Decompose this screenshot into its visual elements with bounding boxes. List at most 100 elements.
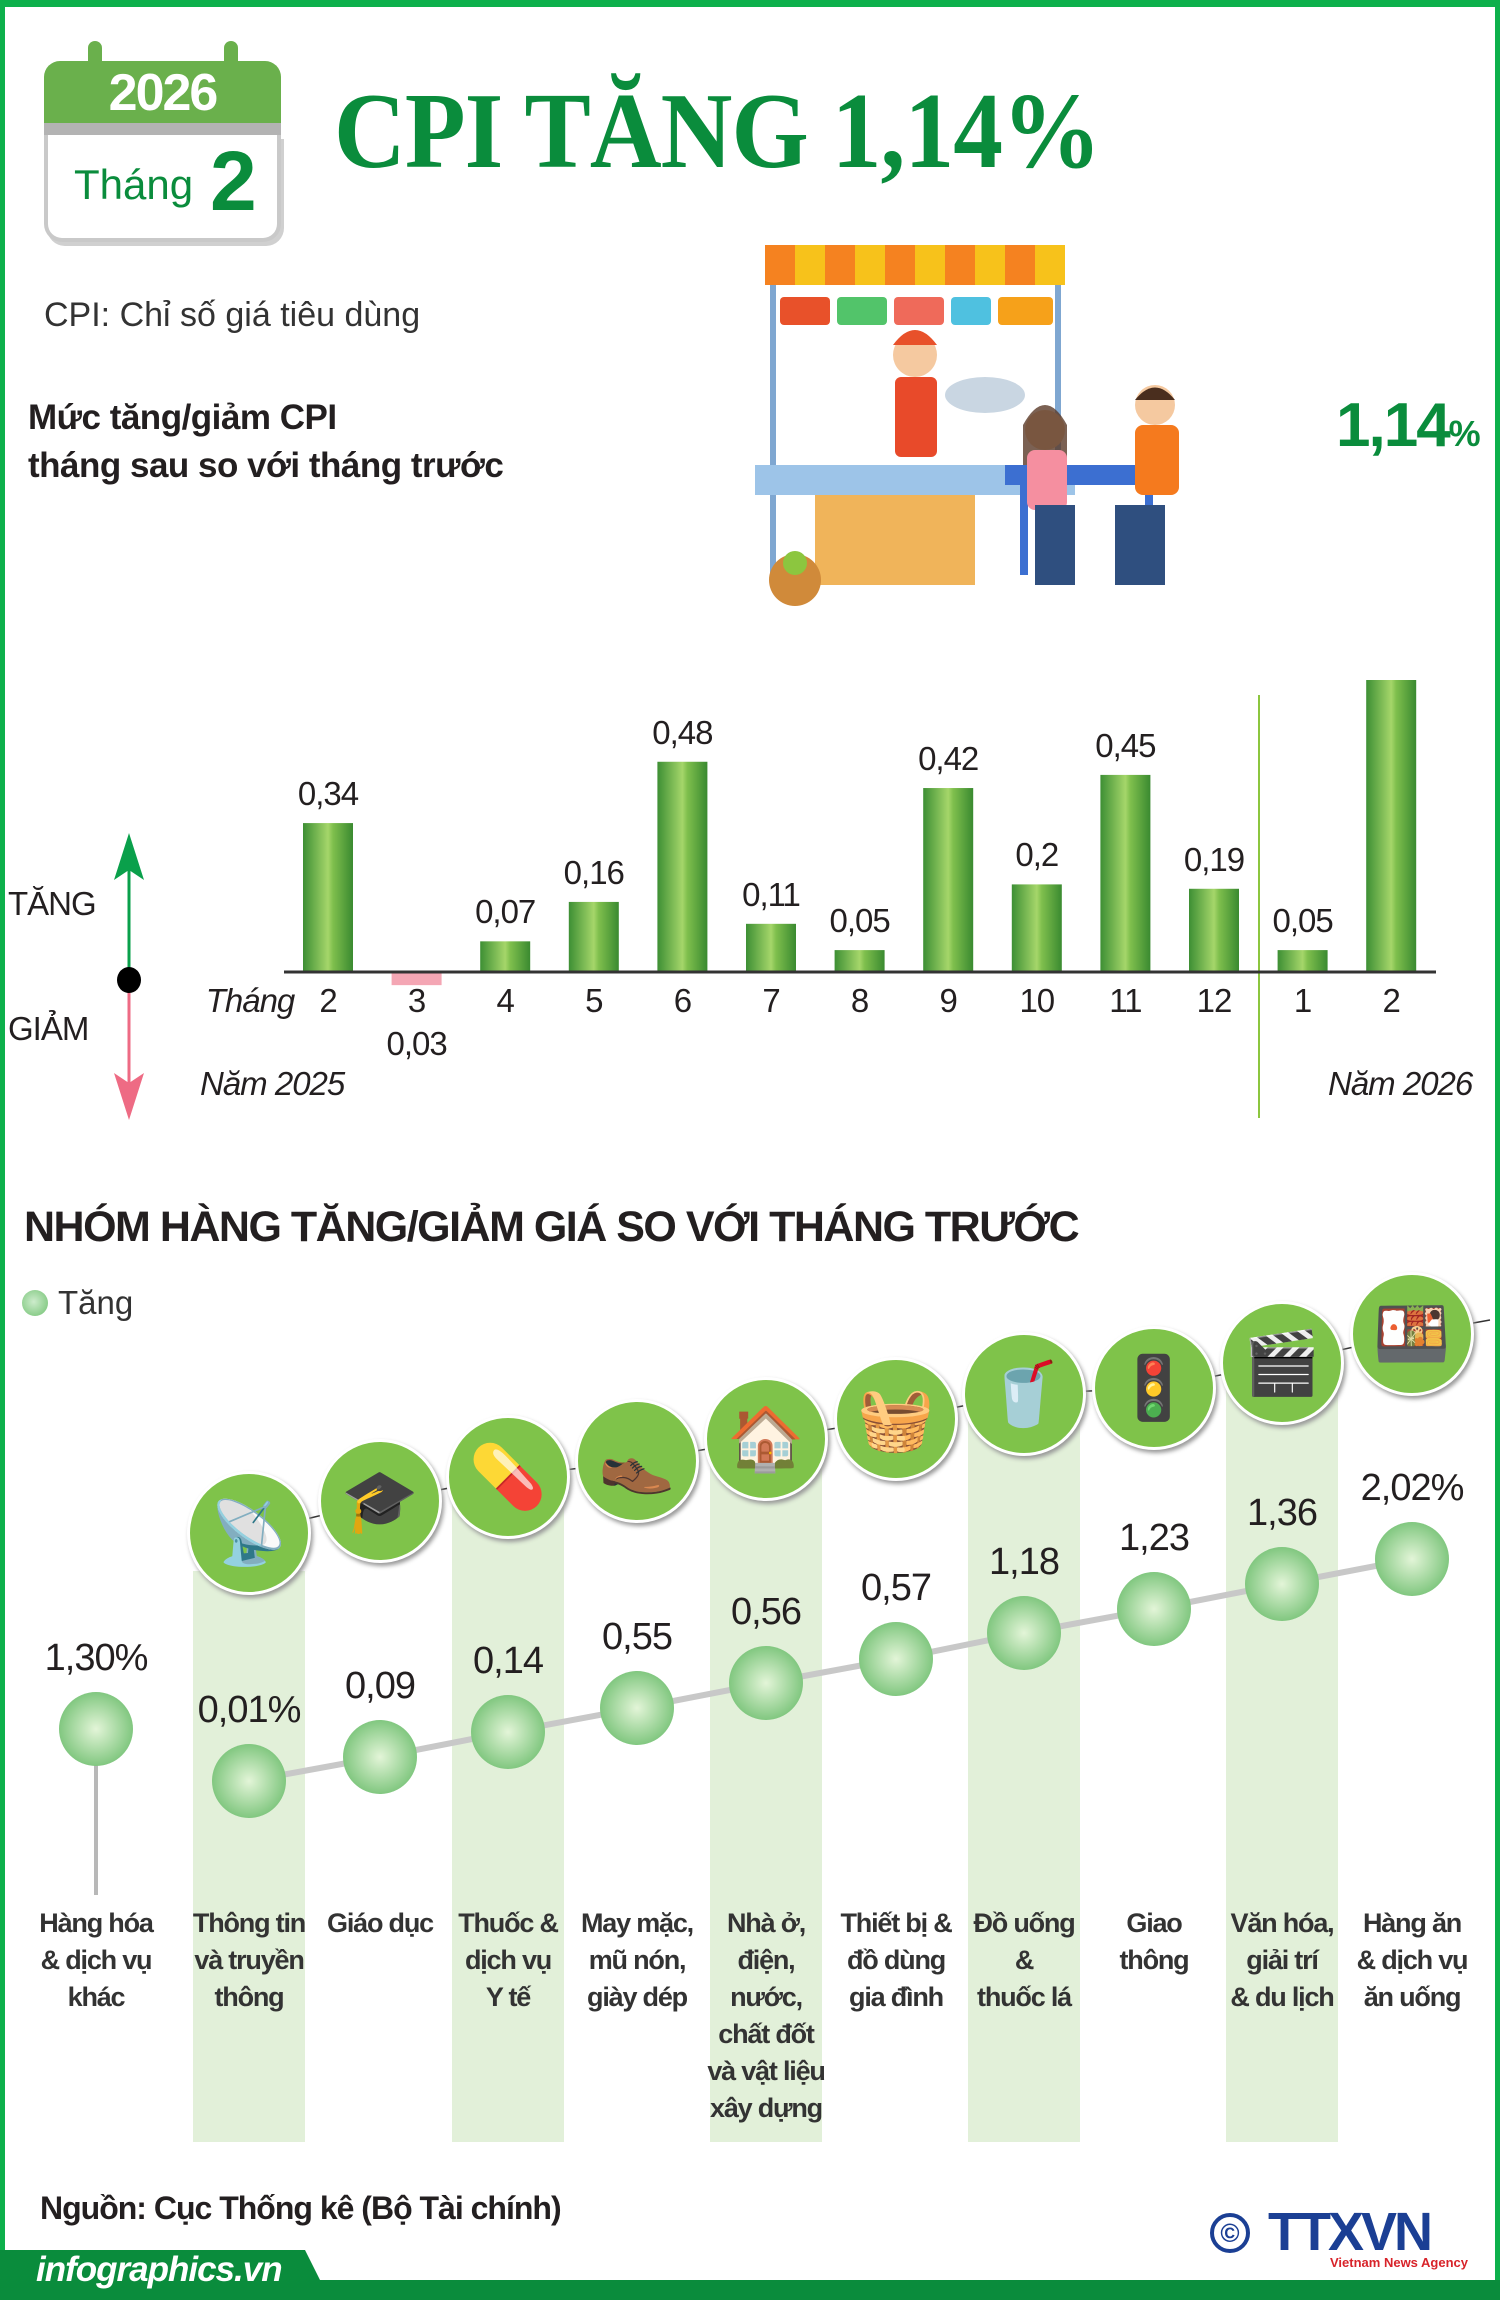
category-label-line: & dịch vụ — [40, 1945, 153, 1975]
category-label-line: đồ dùng — [846, 1945, 946, 1975]
source-note: Nguồn: Cục Thống kê (Bộ Tài chính) — [40, 2190, 562, 2226]
month-tick-label: 3 — [407, 982, 426, 1019]
cpi-definition: CPI: Chỉ số giá tiêu dùng — [44, 296, 421, 334]
category-label: May mặc, mũ nón, giày dép — [574, 1905, 700, 2016]
bar-value-label: 0,07 — [475, 893, 536, 931]
category-label-line: mũ nón, — [588, 1945, 687, 1975]
value-label: 1,18 — [989, 1541, 1060, 1583]
drink-cigarettes-icon: 🥤 — [962, 1332, 1086, 1456]
bar-value-label: 0,34 — [297, 775, 359, 813]
calendar-divider — [44, 123, 281, 135]
value-dot — [859, 1622, 933, 1696]
value-dot — [987, 1596, 1061, 1670]
up-label: TĂNG — [8, 885, 97, 922]
bar-value-label: 0,05 — [1272, 902, 1333, 940]
category-label-line: & — [1014, 1945, 1035, 1975]
calendar-badge: 2026 Tháng 2 — [44, 41, 281, 242]
category-label-line: Hàng hóa — [39, 1908, 154, 1938]
month-tick-label: 9 — [939, 982, 958, 1019]
value-trend-line — [248, 1556, 1413, 1784]
value-dot — [1375, 1522, 1449, 1596]
bar-2025-3 — [391, 972, 442, 986]
bar-value-label: 0,2 — [1015, 836, 1059, 874]
category-label-line: ăn uống — [1363, 1982, 1462, 2012]
month-prefix-label: Tháng — [205, 982, 296, 1019]
category-label-line: xây dựng — [710, 2093, 823, 2123]
radio-tower-icon: 📡 — [187, 1471, 311, 1595]
value-label: 0,55 — [602, 1616, 673, 1658]
value-label: 0,01% — [197, 1689, 302, 1731]
food-plate-icon: 🍱 — [1350, 1272, 1474, 1396]
value-dot — [600, 1671, 674, 1745]
category-label-line: giải trí — [1246, 1945, 1319, 1975]
category-label: Đồ uống & thuốc lá — [961, 1905, 1087, 2016]
month-tick-label: 10 — [1019, 982, 1055, 1019]
category-label-line: Đồ uống — [973, 1908, 1075, 1938]
category-label-line: May mặc, — [581, 1908, 694, 1938]
value-label: 1,36 — [1247, 1492, 1318, 1534]
category-label-line: thông — [214, 1982, 285, 2012]
footer-band — [0, 2280, 1500, 2300]
site-link[interactable]: infographics.vn — [36, 2250, 283, 2289]
category-label-line: Thông tin — [192, 1908, 306, 1938]
year-2026-label: Năm 2026 — [1328, 1065, 1473, 1102]
category-label: Nhà ở, điện, nước, chất đốt và vật liệu xây d… — [703, 1905, 829, 2127]
category-label-line: Thuốc & — [458, 1908, 559, 1938]
value-label: 2,02% — [1360, 1467, 1465, 1509]
category-label: Thuốc & dịch vụ Y tế — [445, 1905, 571, 2016]
bar-value-label: 0,05 — [829, 902, 890, 940]
footer-tab — [0, 2250, 330, 2300]
bar-2026-2 — [1366, 680, 1417, 972]
calendar-ring-icon — [88, 41, 102, 77]
value-label: 0,14 — [473, 1640, 544, 1682]
category-label-line: thông — [1119, 1945, 1190, 1975]
category-column-shade — [710, 1441, 822, 2142]
legend-label: Tăng — [58, 1284, 134, 1321]
bar-2025-7 — [746, 923, 796, 972]
zero-point-dot — [117, 967, 141, 993]
down-arrow-icon — [114, 1073, 144, 1120]
clothing-shoes-icon: 👞 — [575, 1399, 699, 1523]
category-label-line: Thiết bị & — [840, 1908, 953, 1938]
category-label-line: và vật liệu — [707, 2056, 826, 2086]
category-label-line: Giáo dục — [327, 1908, 434, 1938]
category-label: Thông tin và truyền thông — [186, 1905, 312, 2016]
calendar-header — [44, 61, 281, 123]
value-label: 0,57 — [861, 1567, 932, 1609]
bar-2025-9 — [923, 788, 974, 972]
logo-text: TTXVN — [1268, 2202, 1433, 2262]
category-label: Hàng hóa & dịch vụ khác — [33, 1905, 159, 2016]
year-2025-label: Năm 2025 — [200, 1065, 345, 1102]
category-label-line: gia đình — [849, 1982, 944, 2012]
highlight-unit: % — [1448, 413, 1481, 454]
pills-icon: 💊 — [446, 1415, 570, 1539]
value-dot — [343, 1720, 417, 1794]
category-column-shade — [193, 1571, 305, 2142]
bar-value-label: 0,45 — [1095, 726, 1156, 764]
value-label: 0,56 — [731, 1591, 802, 1633]
highlight-value: 1,14% — [1336, 390, 1481, 461]
bar-2025-2 — [303, 823, 353, 972]
month-tick-label: 1 — [1293, 982, 1312, 1019]
month-tick-label: 5 — [585, 982, 603, 1019]
category-label-line: Hàng ăn — [1362, 1908, 1462, 1938]
bar-2025-4 — [480, 941, 531, 972]
calendar-year: 2026 — [108, 64, 219, 122]
category-label-line: Y tế — [485, 1982, 531, 2012]
value-dot — [1245, 1547, 1319, 1621]
awning-icon — [765, 245, 1065, 285]
house-utilities-icon: 🏠 — [704, 1377, 828, 1501]
bar-value-label: 0,16 — [563, 853, 625, 891]
value-dot — [59, 1692, 133, 1766]
month-tick-label: 2 — [319, 982, 337, 1019]
calendar-month-label: Tháng — [74, 161, 194, 208]
category-label-line: thuốc lá — [977, 1982, 1072, 2012]
bar-2026-1 — [1277, 950, 1328, 972]
category-label-line: giày dép — [587, 1982, 688, 2012]
category-label-line: & du lịch — [1230, 1982, 1334, 2012]
down-label: GIẢM — [8, 1010, 89, 1047]
month-tick-label: 7 — [762, 982, 780, 1019]
bar-2025-5 — [568, 901, 619, 972]
category-label: Giao thông — [1091, 1905, 1217, 1979]
